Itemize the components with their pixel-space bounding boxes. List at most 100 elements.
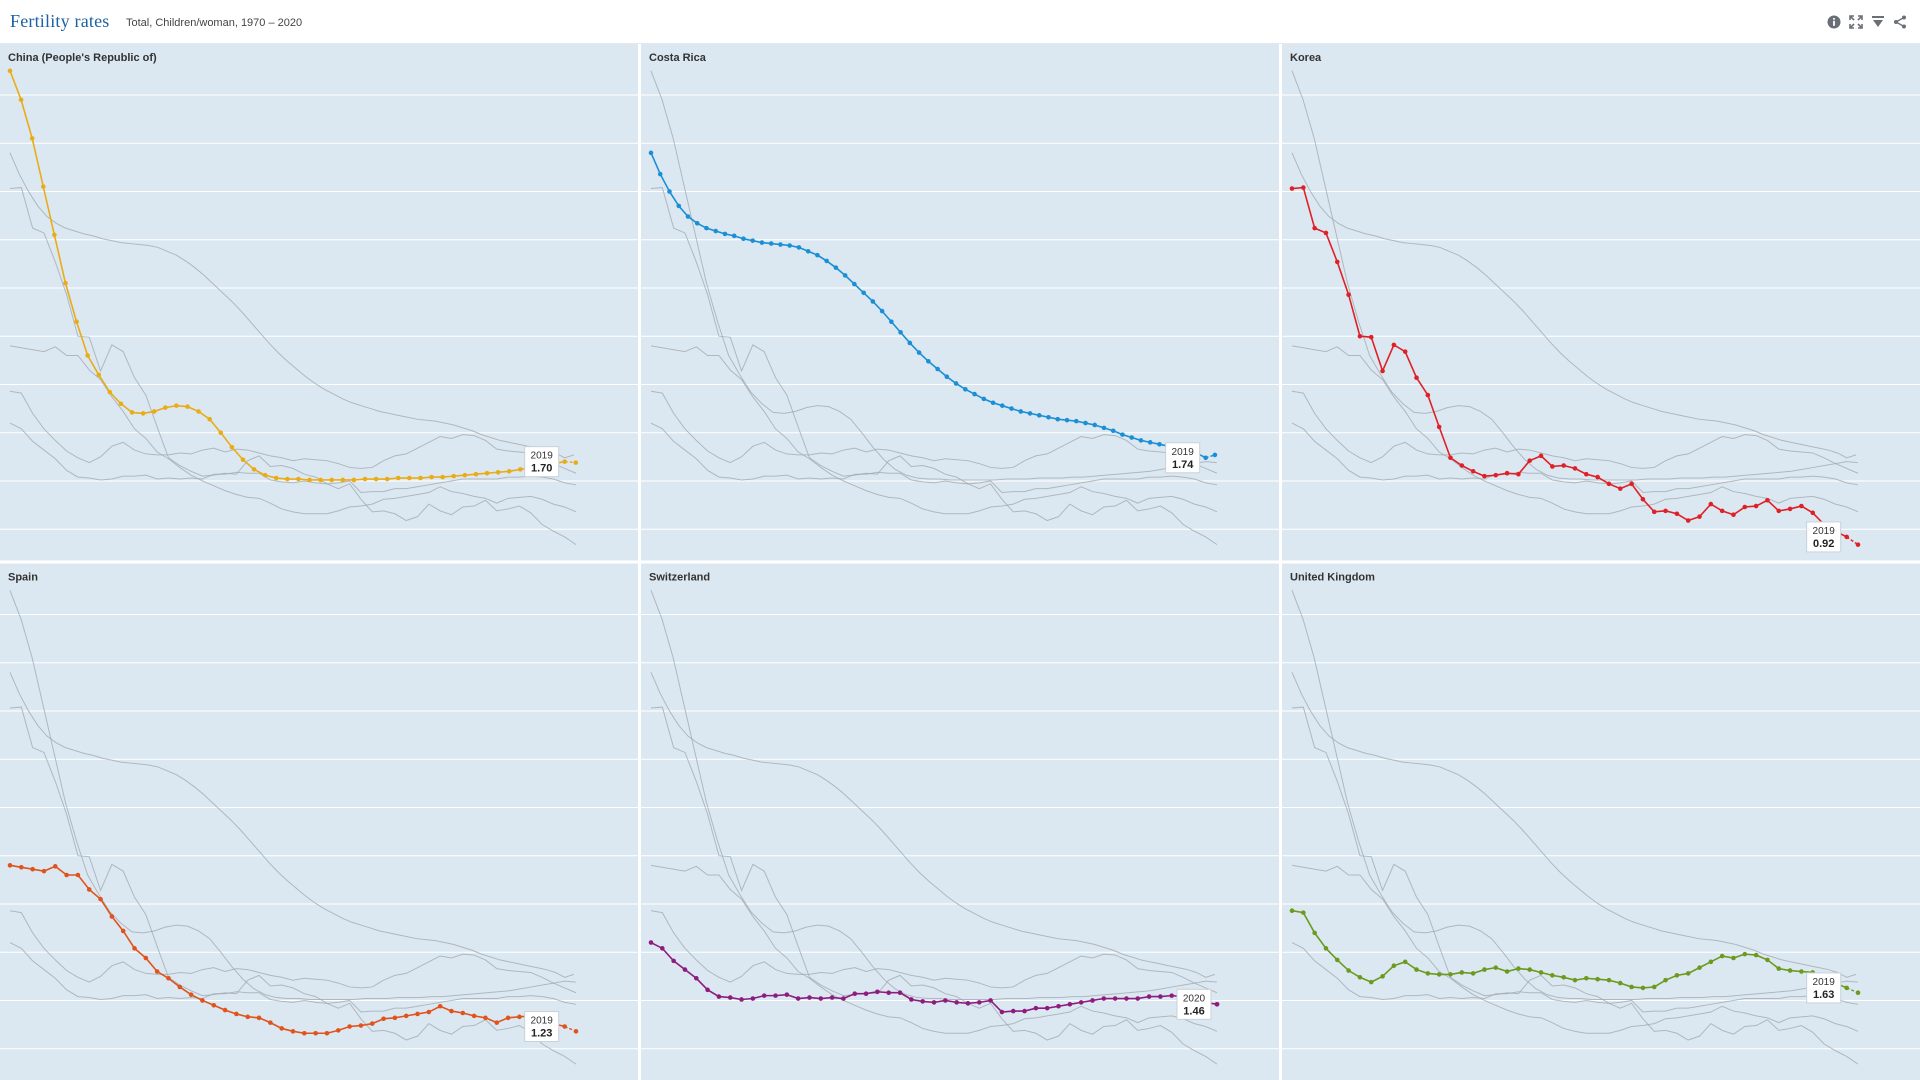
context-line-korea [650, 187, 1218, 546]
data-point [1157, 441, 1162, 447]
data-point [1516, 966, 1521, 971]
data-point [562, 459, 567, 464]
data-point [369, 1021, 375, 1026]
data-point [1289, 908, 1295, 914]
data-point [795, 996, 801, 1001]
data-point [268, 1020, 273, 1025]
data-point [1617, 486, 1623, 491]
panel-title: United Kingdom [1290, 572, 1375, 584]
series-points [1289, 908, 1861, 996]
data-point [107, 389, 113, 395]
data-point [1493, 965, 1499, 970]
data-point [143, 955, 149, 961]
context-line-costa-rica [650, 672, 1216, 978]
data-point [761, 993, 767, 998]
data-point [562, 1024, 567, 1029]
data-point [407, 475, 412, 481]
data-point [96, 372, 102, 378]
data-point [1036, 413, 1042, 418]
data-point [833, 265, 839, 270]
data-point [196, 409, 201, 414]
data-point [392, 1015, 398, 1021]
data-point [415, 1011, 420, 1017]
data-point [1129, 435, 1135, 440]
callout-value: 1.23 [531, 1028, 552, 1040]
data-point [1719, 953, 1725, 959]
data-point [727, 995, 733, 1000]
info-icon[interactable] [1826, 14, 1842, 30]
data-point [120, 928, 126, 934]
context-lines [9, 590, 577, 1065]
data-point [335, 1028, 341, 1033]
data-point [1056, 1003, 1061, 1009]
data-point [1078, 1000, 1084, 1005]
data-point [384, 476, 390, 482]
data-point [1527, 458, 1533, 463]
data-point [437, 1003, 443, 1009]
chart-header: Fertility rates Total, Children/woman, 1… [0, 0, 1920, 44]
data-point [1064, 417, 1070, 423]
data-point [462, 472, 468, 478]
data-point [185, 404, 190, 409]
data-point [1753, 503, 1759, 509]
data-point [1169, 993, 1175, 998]
callout-year: 2020 [1183, 993, 1206, 1004]
data-point [1346, 968, 1351, 973]
data-point [1323, 946, 1329, 951]
data-point [1765, 497, 1770, 503]
data-point [1697, 514, 1702, 519]
data-point [429, 474, 434, 480]
data-point [1414, 967, 1419, 972]
data-point [1640, 985, 1646, 991]
panel-title: Costa Rica [649, 52, 707, 64]
download-icon[interactable] [1870, 14, 1886, 30]
data-point [693, 975, 699, 981]
data-point [739, 997, 744, 1002]
panel-title: Korea [1290, 52, 1322, 64]
data-point [1092, 422, 1098, 428]
context-line-costa-rica [9, 672, 575, 978]
data-point [129, 410, 135, 415]
data-point [842, 273, 848, 278]
data-point [1027, 411, 1033, 416]
data-point [1651, 509, 1657, 515]
fullscreen-icon[interactable] [1848, 14, 1864, 30]
data-point [506, 469, 512, 474]
data-point [852, 991, 858, 996]
data-point [340, 477, 346, 483]
data-point [460, 1010, 466, 1016]
context-line-spain [1291, 864, 1859, 1034]
context-line-china-people-s-republic-of [650, 590, 1217, 1000]
data-point [1448, 972, 1453, 977]
data-point [879, 308, 885, 314]
data-point [245, 1014, 251, 1020]
context-line-spain [650, 345, 1218, 515]
data-point [935, 366, 940, 372]
data-point [473, 471, 479, 477]
data-point [307, 477, 312, 483]
callout-box [1806, 521, 1842, 553]
callout-year: 2019 [531, 1016, 554, 1027]
data-point [1640, 496, 1646, 502]
callout-value: 1.46 [1183, 1005, 1204, 1017]
context-line-china-people-s-republic-of [1291, 70, 1858, 481]
panel-title: Spain [8, 572, 38, 584]
data-point [1470, 469, 1476, 474]
data-point [1527, 967, 1533, 972]
data-point [52, 864, 58, 869]
data-point [273, 475, 279, 481]
data-point [256, 1015, 262, 1021]
data-point [657, 171, 663, 177]
share-icon[interactable] [1892, 14, 1908, 30]
data-point [200, 998, 205, 1003]
context-lines [1291, 590, 1859, 1065]
data-point [1425, 392, 1431, 398]
data-point [1448, 455, 1453, 461]
gridlines [0, 613, 638, 1050]
context-line-switzerland [9, 422, 577, 494]
data-point [1606, 977, 1612, 983]
panel-background [1282, 44, 1920, 561]
context-line-spain [650, 864, 1218, 1034]
context-line-united-kingdom [650, 910, 1218, 994]
data-point [98, 896, 103, 902]
